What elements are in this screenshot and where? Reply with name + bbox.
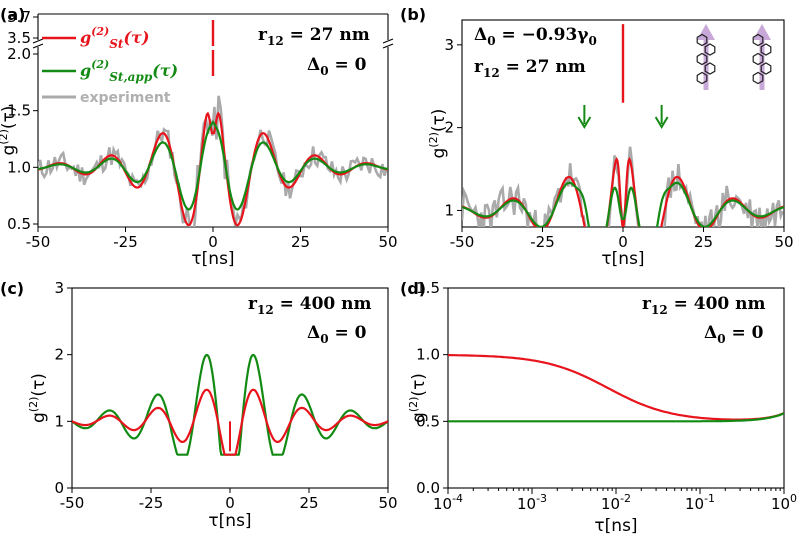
y-tick-label: 1.0 bbox=[7, 158, 31, 176]
molecule-chain-icon bbox=[696, 24, 716, 90]
panel-c: -50 -25 0 25 50 0 1 2 3 τ[ns] g(2)(τ) (c) r12 = 400 … bbox=[0, 279, 398, 531]
axis-break-mark bbox=[382, 43, 394, 49]
series-red bbox=[72, 388, 388, 456]
series-gst-app bbox=[38, 120, 388, 211]
arrow-head-icon bbox=[577, 116, 592, 129]
dipole-arrowhead bbox=[753, 24, 771, 40]
annotation-detuning: Δ0 = −0.93γ0 bbox=[474, 25, 597, 48]
y-tick-label: 3.5 bbox=[7, 29, 31, 47]
panel-b: -50 -25 0 25 50 1 2 3 τ[ns] g(2)(τ) (b) Δ0 = −0.93γ… bbox=[400, 5, 794, 269]
plot-frame bbox=[447, 287, 785, 489]
y-tick-label: 2 bbox=[54, 346, 64, 364]
y-axis-label: g(2)(τ) bbox=[27, 373, 49, 423]
hexagon-ring bbox=[760, 43, 772, 56]
molecule-chain-icon bbox=[752, 24, 772, 90]
y-axis-label: g(2)(τ) bbox=[427, 109, 449, 159]
y-tick-label: 3.7 bbox=[7, 8, 31, 26]
x-tick-label: 0 bbox=[618, 233, 628, 251]
x-tick-label: 25 bbox=[694, 233, 713, 251]
x-tick-label: 25 bbox=[291, 233, 310, 251]
axis-break-mark bbox=[32, 43, 44, 49]
axis-break-mark bbox=[32, 38, 44, 44]
plot-frame bbox=[71, 287, 389, 489]
x-tick-label: 10-3 bbox=[517, 492, 547, 513]
x-tick-label: 50 bbox=[774, 233, 793, 251]
annotation-distance: r12 = 400 nm bbox=[642, 294, 766, 317]
x-axis-label: τ[ns] bbox=[208, 511, 251, 531]
x-tick-label: 0 bbox=[225, 494, 235, 512]
hexagon-ring bbox=[696, 33, 708, 47]
x-tick-label: -25 bbox=[139, 494, 164, 512]
annotation-detuning: Δ0 = 0 bbox=[704, 323, 764, 346]
x-tick-label: 50 bbox=[378, 233, 397, 251]
series-red bbox=[448, 354, 784, 421]
plot-area-d bbox=[448, 354, 784, 423]
x-tick-label: 25 bbox=[299, 494, 318, 512]
x-tick-label: 0 bbox=[208, 233, 218, 251]
series-green bbox=[462, 181, 784, 227]
hexagon-ring bbox=[696, 71, 708, 85]
hexagon-ring bbox=[752, 33, 764, 47]
x-tick-label: 50 bbox=[378, 494, 397, 512]
y-tick-label: 2.0 bbox=[7, 45, 31, 63]
series-experiment bbox=[38, 95, 388, 227]
legend-label-experiment: experiment bbox=[80, 90, 171, 106]
x-tick-label: -50 bbox=[450, 233, 475, 251]
annotation-detuning: Δ0 = 0 bbox=[307, 323, 367, 346]
plot-area-a bbox=[38, 95, 388, 227]
y-tick-label: 2 bbox=[444, 119, 454, 137]
y-axis-label: g(2)(τ) bbox=[407, 373, 429, 423]
hexagon-ring bbox=[752, 71, 764, 85]
y-tick-label: 1 bbox=[444, 201, 454, 219]
y-tick-label: 0.5 bbox=[7, 215, 31, 233]
y-axis-label: g(2)(τ) bbox=[0, 106, 19, 156]
plot-area-b bbox=[462, 146, 784, 227]
x-axis-label: τ[ns] bbox=[601, 249, 644, 269]
y-tick-label: 0.0 bbox=[416, 479, 440, 497]
x-axis-label: τ[ns] bbox=[191, 249, 234, 269]
hexagon-ring bbox=[704, 62, 716, 75]
y-tick-label: 0.5 bbox=[416, 412, 440, 430]
annotation-distance: r12 = 27 nm bbox=[258, 25, 370, 48]
panel-label: (a) bbox=[0, 5, 25, 24]
hexagon-ring bbox=[760, 62, 772, 75]
y-tick-label: 3 bbox=[54, 279, 64, 297]
x-tick-label: 100 bbox=[771, 492, 797, 513]
x-tick-label: 10-1 bbox=[685, 492, 715, 513]
y-tick-label: 1.5 bbox=[7, 102, 31, 120]
x-axis-label: τ[ns] bbox=[594, 516, 637, 536]
panel-label: (c) bbox=[0, 279, 24, 298]
axis-break-mark bbox=[382, 38, 394, 44]
panel-label: (b) bbox=[400, 5, 426, 24]
y-tick-label: 0 bbox=[54, 479, 64, 497]
plot-area-c bbox=[72, 353, 388, 456]
panel-a: -50 -25 0 25 50 0.5 1.0 1.5 2.0 3.7 3.5 τ[ns] g(2)(τ… bbox=[0, 5, 398, 269]
x-tick-label: -25 bbox=[530, 233, 555, 251]
legend-label-gst: g(2)St(τ) bbox=[80, 25, 149, 51]
y-tick-label: 1.0 bbox=[416, 346, 440, 364]
x-tick-label: 10-2 bbox=[601, 492, 631, 513]
x-tick-label: 10-4 bbox=[433, 492, 463, 513]
series-green bbox=[448, 412, 784, 423]
panel-d: 10-4 10-3 10-2 10-1 100 0.0 0.5 1.0 1.5 τ[ns] g(2)… bbox=[400, 279, 797, 536]
series-red bbox=[462, 156, 784, 227]
dipole-arrowhead bbox=[697, 24, 715, 40]
hexagon-ring bbox=[752, 52, 764, 66]
legend-label-gst-app: g(2)St,app(τ) bbox=[80, 58, 178, 84]
annotation-distance: r12 = 27 nm bbox=[474, 57, 586, 80]
y-tick-label: 1 bbox=[54, 412, 64, 430]
y-tick-label: 3 bbox=[444, 36, 454, 54]
annotation-detuning: Δ0 = 0 bbox=[307, 55, 367, 78]
x-tick-label: -50 bbox=[26, 233, 51, 251]
annotation-distance: r12 = 400 nm bbox=[248, 294, 372, 317]
arrow-head-icon bbox=[654, 116, 669, 129]
x-tick-label: -50 bbox=[60, 494, 85, 512]
panel-label: (d) bbox=[400, 279, 426, 298]
hexagon-ring bbox=[696, 52, 708, 66]
x-tick-label: -25 bbox=[113, 233, 138, 251]
hexagon-ring bbox=[704, 43, 716, 56]
y-tick-label: 1.5 bbox=[416, 279, 440, 297]
